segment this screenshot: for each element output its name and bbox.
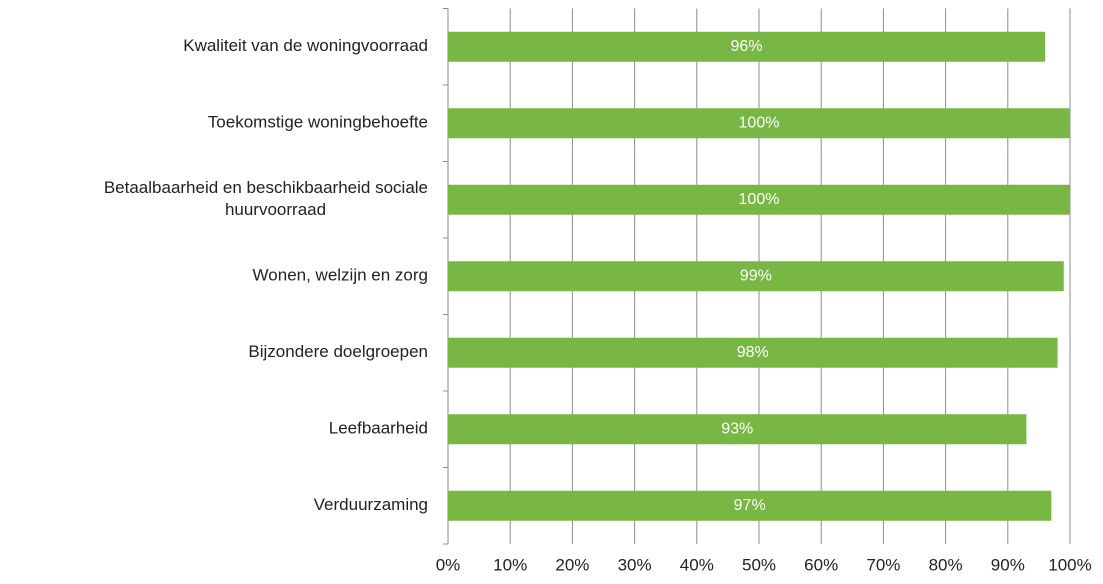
value-label: 100% [739, 191, 780, 208]
value-label: 97% [734, 497, 766, 514]
bar [448, 184, 1070, 215]
x-tick-label: 90% [991, 555, 1025, 574]
bar [448, 490, 1052, 521]
bar [448, 337, 1058, 368]
x-tick-label: 0% [436, 555, 461, 574]
value-label: 93% [721, 420, 753, 437]
value-label: 99% [740, 267, 772, 284]
x-tick-label: 50% [742, 555, 776, 574]
category-label: Bijzondere doelgroepen [248, 342, 428, 361]
x-tick-label: 100% [1048, 555, 1091, 574]
category-label: Betaalbaarheid en beschikbaarheid social… [104, 178, 428, 219]
category-label: Leefbaarheid [329, 419, 428, 438]
category-label: Toekomstige woningbehoefte [208, 113, 428, 132]
x-tick-label: 40% [680, 555, 714, 574]
x-tick-label: 70% [866, 555, 900, 574]
bar [448, 108, 1070, 139]
bar [448, 261, 1064, 292]
x-tick-label: 10% [493, 555, 527, 574]
bar [448, 414, 1027, 445]
value-label: 98% [737, 344, 769, 361]
x-tick-label: 80% [929, 555, 963, 574]
x-tick-label: 30% [618, 555, 652, 574]
value-label: 100% [739, 114, 780, 131]
bar [448, 31, 1046, 62]
category-label: Verduurzaming [314, 495, 428, 514]
category-label: Wonen, welzijn en zorg [253, 266, 428, 285]
x-tick-label: 20% [555, 555, 589, 574]
category-label: Kwaliteit van de woningvoorraad [183, 36, 428, 55]
x-tick-label: 60% [804, 555, 838, 574]
value-label: 96% [731, 38, 763, 55]
